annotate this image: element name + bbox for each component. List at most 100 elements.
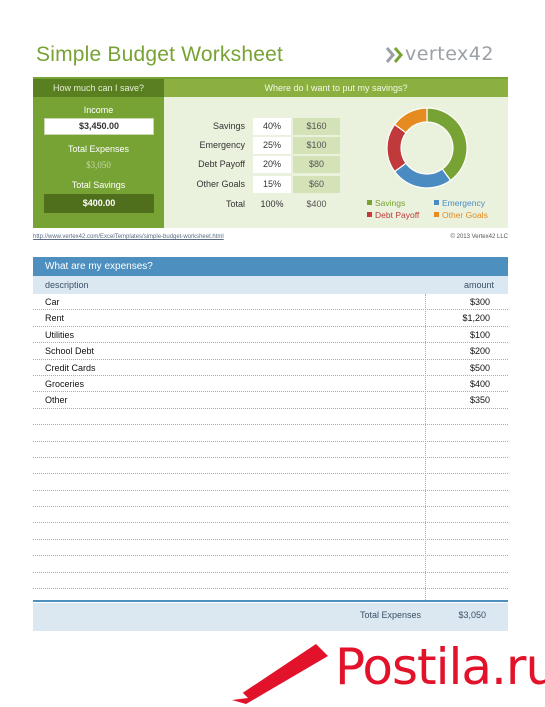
allocation-percent-input[interactable]: 25% [253, 137, 291, 154]
legend-swatch [434, 200, 439, 205]
expenses-table: Car $300 Rent $1,200 Utilities $100 School Deb… [33, 294, 508, 590]
allocation-row: Emergency 25% $100 [164, 137, 344, 154]
expenses-heading: What are my expenses? [33, 257, 508, 276]
expense-description[interactable]: Groceries [45, 378, 85, 389]
allocation-percent-input[interactable]: 15% [253, 176, 291, 193]
expense-description[interactable]: Rent [45, 313, 65, 324]
vertex42-logo: vertex42 [385, 42, 510, 68]
allocation-heading: Where do I want to put my savings? [164, 79, 508, 97]
allocation-panel: Where do I want to put my savings? Savin… [164, 79, 508, 228]
allocation-amount: $60 [293, 176, 340, 193]
allocation-percent-input[interactable]: 20% [253, 156, 291, 173]
logo-text: vertex42 [405, 43, 494, 65]
total-expenses-footer-value: $3,050 [458, 610, 486, 620]
expense-amount[interactable]: $1,200 [462, 313, 490, 324]
template-source-link[interactable]: http://www.vertex42.com/ExcelTemplates/s… [33, 234, 224, 240]
allocation-row: Savings 40% $160 [164, 118, 344, 135]
table-row[interactable]: Utilities $100 [33, 327, 508, 344]
table-row[interactable] [33, 425, 508, 442]
expense-description[interactable]: Car [45, 297, 60, 307]
expense-amount[interactable]: $500 [469, 362, 490, 373]
legend-label: Debt Payoff [375, 210, 420, 220]
column-divider [425, 294, 426, 600]
total-savings-label: Total Savings [71, 180, 126, 190]
donut-slice-emergency [393, 162, 452, 189]
income-label: Income [83, 105, 114, 115]
expense-amount[interactable]: $300 [469, 297, 490, 307]
legend-swatch [367, 212, 372, 217]
logo-mark-icon [385, 47, 403, 63]
watermark-text: Postila.ru [335, 638, 545, 696]
allocation-amount: $100 [293, 137, 340, 154]
table-row[interactable] [33, 458, 508, 475]
expense-description[interactable]: Other [45, 395, 68, 406]
expenses-column-header: description amount [33, 276, 508, 294]
expense-description[interactable]: Utilities [45, 329, 75, 340]
amount-column-header: amount [463, 280, 494, 290]
total-expenses-value: $3,050 [86, 160, 111, 170]
allocation-amount: $80 [293, 156, 340, 173]
table-row[interactable] [33, 491, 508, 508]
allocation-total-row: Total 100% $400 [164, 196, 344, 213]
table-row[interactable] [33, 523, 508, 540]
allocation-label: Debt Payoff [198, 159, 245, 169]
table-row[interactable] [33, 540, 508, 557]
legend-swatch [367, 200, 372, 205]
allocation-label: Savings [212, 121, 245, 131]
title-divider [33, 77, 508, 79]
table-row[interactable]: Car $300 [33, 294, 508, 311]
page-title: Simple Budget Worksheet [36, 43, 284, 66]
expense-amount[interactable]: $200 [469, 346, 490, 357]
table-row[interactable] [33, 442, 508, 458]
savings-donut-chart [386, 107, 468, 189]
allocation-total-percent: 100% [260, 199, 284, 209]
legend-label: Emergency [442, 198, 485, 208]
total-expenses-label: Total Expenses [67, 144, 130, 154]
total-savings-value: $400.00 [44, 194, 154, 213]
legend-label: Savings [375, 198, 406, 208]
expense-amount[interactable]: $350 [469, 395, 490, 406]
table-row[interactable] [33, 474, 508, 491]
legend-swatch [434, 212, 439, 217]
total-divider [33, 600, 508, 602]
total-expenses-footer-label: Total Expenses [359, 610, 421, 620]
savings-panel: How much can I save? Income $3,450.00 To… [33, 79, 164, 228]
legend-item: Emergency [434, 198, 485, 208]
legend-item: Debt Payoff [367, 210, 419, 220]
savings-heading: How much can I save? [33, 79, 164, 97]
expense-description[interactable]: School Debt [45, 346, 95, 357]
legend-item: Savings [367, 198, 405, 208]
allocation-percent-input[interactable]: 40% [253, 118, 291, 135]
table-row[interactable]: Credit Cards $500 [33, 360, 508, 376]
donut-slice-debt-payoff [386, 123, 407, 173]
allocation-label: Emergency [199, 140, 245, 150]
table-row[interactable]: Groceries $400 [33, 376, 508, 393]
table-row[interactable]: Rent $1,200 [33, 310, 508, 327]
table-row[interactable] [33, 409, 508, 426]
copyright-text: © 2013 Vertex42 LLC [450, 234, 508, 240]
allocation-row: Debt Payoff 20% $80 [164, 156, 344, 173]
allocation-row: Other Goals 15% $60 [164, 176, 344, 193]
donut-slice-savings [426, 107, 468, 182]
allocation-amount: $160 [293, 118, 340, 135]
allocation-total-amount: $400 [306, 199, 327, 209]
income-input[interactable]: $3,450.00 [44, 118, 154, 135]
description-column-header: description [45, 280, 89, 290]
total-expenses-row: Total Expenses $3,050 [33, 603, 508, 631]
donut-slice-other-goals [393, 107, 428, 134]
table-row[interactable] [33, 573, 508, 590]
expense-description[interactable]: Credit Cards [45, 362, 96, 373]
legend-item: Other Goals [434, 210, 488, 220]
allocation-label: Other Goals [196, 179, 245, 189]
table-row[interactable]: Other $350 [33, 392, 508, 409]
postila-watermark: Postila.ru [228, 636, 545, 706]
expense-amount[interactable]: $100 [469, 329, 490, 340]
table-row[interactable] [33, 556, 508, 573]
table-row[interactable]: School Debt $200 [33, 343, 508, 360]
expense-amount[interactable]: $400 [469, 378, 490, 389]
legend-label: Other Goals [442, 210, 488, 220]
pencil-icon [232, 644, 328, 704]
table-row[interactable] [33, 507, 508, 524]
allocation-total-label: Total [225, 199, 245, 209]
